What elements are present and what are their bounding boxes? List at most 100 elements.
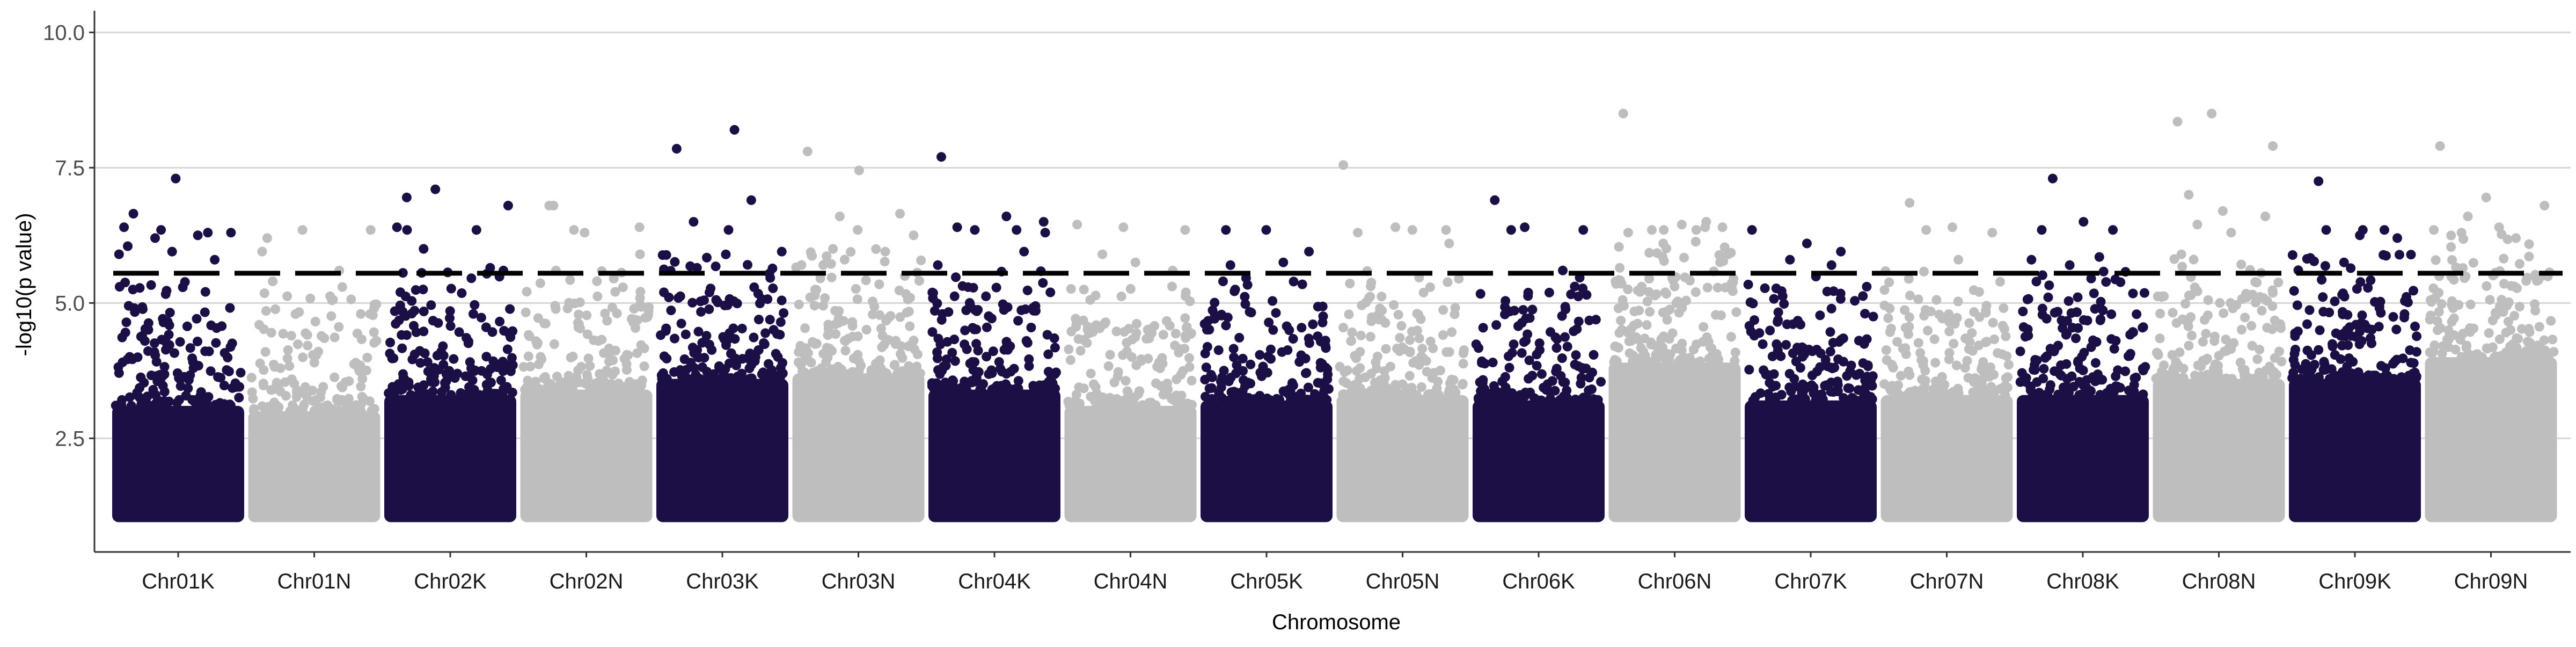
data-point bbox=[2209, 336, 2220, 346]
data-point bbox=[165, 308, 175, 318]
notable-point bbox=[933, 260, 943, 270]
data-point bbox=[2434, 307, 2444, 317]
data-point bbox=[610, 366, 620, 376]
data-point bbox=[1448, 375, 1459, 385]
data-point bbox=[2406, 250, 2416, 260]
data-point bbox=[714, 361, 724, 371]
data-point bbox=[2128, 288, 2138, 299]
data-point bbox=[1322, 395, 1332, 405]
data-point bbox=[757, 369, 767, 379]
notable-point bbox=[401, 192, 412, 202]
data-point bbox=[1560, 332, 1570, 342]
data-point bbox=[948, 375, 958, 386]
data-point bbox=[2370, 297, 2380, 307]
data-point bbox=[1884, 277, 1894, 287]
notable-point bbox=[692, 263, 702, 273]
data-point bbox=[1016, 305, 1027, 315]
dense-point-band bbox=[656, 379, 788, 522]
data-point bbox=[150, 338, 159, 348]
notable-point bbox=[1802, 238, 1812, 249]
data-point bbox=[1812, 366, 1822, 376]
data-point bbox=[149, 347, 159, 357]
data-point bbox=[419, 326, 429, 337]
data-point bbox=[1523, 288, 1533, 297]
chromosome-series-Chr03N bbox=[791, 147, 926, 522]
data-point bbox=[2353, 367, 2363, 377]
data-point bbox=[2319, 357, 2329, 367]
data-point bbox=[604, 343, 614, 353]
data-point bbox=[861, 325, 872, 335]
chromosome-series-Chr02K bbox=[384, 184, 518, 522]
notable-point bbox=[569, 225, 579, 235]
chromosome-series-Chr07K bbox=[1743, 225, 1878, 522]
data-point bbox=[2138, 322, 2148, 332]
data-point bbox=[796, 260, 807, 270]
data-point bbox=[2343, 310, 2353, 320]
data-point bbox=[1997, 321, 2008, 331]
data-point bbox=[573, 365, 583, 375]
data-point bbox=[1577, 394, 1587, 404]
data-point bbox=[1623, 285, 1633, 294]
data-point bbox=[1552, 364, 1562, 374]
data-point bbox=[2111, 336, 2121, 346]
data-point bbox=[2270, 353, 2280, 363]
data-point bbox=[2302, 345, 2312, 355]
data-point bbox=[193, 337, 202, 346]
data-point bbox=[943, 307, 954, 317]
data-point bbox=[2018, 322, 2029, 332]
data-point bbox=[2098, 266, 2109, 277]
data-point bbox=[1940, 380, 1950, 390]
data-point bbox=[2243, 374, 2253, 384]
data-point bbox=[880, 257, 890, 267]
data-point bbox=[1711, 310, 1721, 320]
notable-point bbox=[1180, 225, 1190, 235]
chromosome-series-Chr07N bbox=[1879, 198, 2014, 522]
data-point bbox=[532, 339, 542, 350]
notable-point bbox=[723, 225, 734, 235]
data-point bbox=[303, 340, 313, 351]
data-point bbox=[1867, 381, 1877, 391]
data-point bbox=[933, 333, 943, 344]
data-point bbox=[508, 326, 518, 336]
data-point bbox=[1795, 346, 1805, 356]
data-point bbox=[1949, 339, 1959, 349]
data-point bbox=[775, 317, 786, 327]
data-point bbox=[1178, 401, 1188, 411]
data-point bbox=[1028, 381, 1038, 391]
data-point bbox=[289, 403, 299, 413]
data-point bbox=[159, 396, 170, 406]
x-tick-label-Chr02K: Chr02K bbox=[414, 570, 487, 593]
data-point bbox=[2346, 263, 2356, 273]
notable-point bbox=[1225, 260, 1235, 270]
data-point bbox=[1573, 292, 1583, 302]
data-point bbox=[1045, 287, 1056, 297]
data-point bbox=[1679, 252, 1689, 263]
data-point bbox=[1347, 328, 1357, 337]
data-point bbox=[753, 288, 763, 299]
data-point bbox=[1268, 296, 1278, 306]
data-point bbox=[2522, 273, 2533, 283]
data-point bbox=[632, 348, 642, 358]
data-point bbox=[180, 277, 190, 287]
data-point bbox=[1504, 351, 1513, 361]
notable-point bbox=[2511, 233, 2521, 243]
data-point bbox=[1765, 377, 1775, 388]
data-point bbox=[126, 401, 136, 411]
data-point bbox=[1816, 348, 1826, 359]
data-point bbox=[2524, 251, 2534, 261]
data-point bbox=[707, 345, 717, 355]
data-point bbox=[877, 342, 887, 352]
data-point bbox=[2053, 389, 2063, 399]
data-point bbox=[1113, 372, 1123, 382]
data-point bbox=[2031, 277, 2041, 287]
data-point bbox=[117, 332, 127, 343]
notable-point bbox=[1658, 238, 1668, 249]
data-point bbox=[1677, 345, 1687, 355]
data-point bbox=[1868, 311, 1878, 322]
data-point bbox=[314, 402, 325, 412]
data-point bbox=[298, 352, 308, 362]
data-point bbox=[1509, 306, 1519, 316]
notable-point bbox=[1130, 257, 1140, 267]
data-point bbox=[1517, 348, 1527, 358]
data-point bbox=[1552, 343, 1562, 353]
